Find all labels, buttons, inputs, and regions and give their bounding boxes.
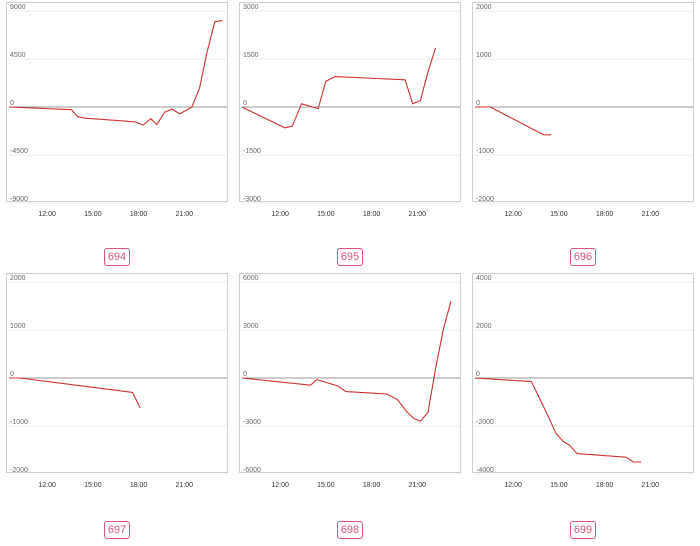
y-tick-label: 4000 bbox=[476, 275, 492, 282]
y-tick-label: 6000 bbox=[243, 275, 259, 282]
y-tick-label: -6000 bbox=[243, 467, 261, 474]
y-tick-label: -1000 bbox=[476, 148, 494, 155]
x-tick-label: 21:00 bbox=[642, 482, 660, 489]
y-tick-label: 2000 bbox=[476, 4, 492, 11]
y-tick-label: -1000 bbox=[10, 419, 28, 426]
series-line bbox=[475, 106, 552, 136]
line-chart-697: 2000 1000 0 -1000 -2000 12:00 15:00 18:00 21:00 bbox=[9, 275, 227, 489]
x-tick-label: 18:00 bbox=[363, 211, 381, 218]
x-tick-label: 21:00 bbox=[642, 211, 660, 218]
y-tick-label: 4500 bbox=[10, 52, 26, 59]
chart-id-badge: 695 bbox=[337, 248, 363, 266]
y-tick-label: 9000 bbox=[10, 4, 26, 11]
x-tick-label: 15:00 bbox=[84, 211, 102, 218]
x-tick-label: 12:00 bbox=[271, 482, 289, 489]
y-tick-label: 1500 bbox=[243, 52, 259, 59]
line-chart-696: 2000 1000 0 -1000 -2000 12:00 15:00 18:00 21:00 bbox=[475, 4, 693, 218]
y-tick-label: 0 bbox=[476, 371, 480, 378]
y-tick-label: -4000 bbox=[476, 467, 494, 474]
y-tick-label: 3000 bbox=[243, 4, 259, 11]
y-tick-label: 1000 bbox=[476, 52, 492, 59]
chart-id-badge: 696 bbox=[570, 248, 596, 266]
series-line bbox=[241, 301, 452, 422]
x-tick-label: 18:00 bbox=[130, 211, 148, 218]
chart-panel-698: 6000 3000 0 -3000 -6000 12:00 15:00 18:00 21:00 bbox=[239, 273, 461, 489]
line-chart-698: 6000 3000 0 -3000 -6000 12:00 15:00 18:00 21:00 bbox=[241, 275, 460, 489]
chart-panel-696: 2000 1000 0 -1000 -2000 12:00 15:00 18:00 21:00 bbox=[472, 2, 694, 218]
y-tick-label: 0 bbox=[10, 100, 14, 107]
chart-id-badge: 694 bbox=[104, 248, 130, 266]
y-tick-label: -1500 bbox=[243, 148, 261, 155]
chart-panel-694: 9000 4500 0 -4500 -9000 12:00 15:00 18:00 21:00 bbox=[6, 2, 228, 218]
x-tick-label: 15:00 bbox=[550, 211, 568, 218]
y-tick-label: 0 bbox=[243, 100, 247, 107]
x-tick-label: 18:00 bbox=[596, 482, 614, 489]
x-tick-label: 12:00 bbox=[38, 482, 56, 489]
x-tick-label: 12:00 bbox=[504, 482, 522, 489]
chart-panel-699: 4000 2000 0 -2000 -4000 12:00 15:00 18:00 21:00 bbox=[472, 273, 694, 489]
y-tick-label: -4500 bbox=[10, 148, 28, 155]
chart-id-badge: 698 bbox=[337, 521, 363, 539]
x-tick-label: 12:00 bbox=[271, 211, 289, 218]
y-tick-label: -3000 bbox=[243, 419, 261, 426]
y-tick-label: 0 bbox=[476, 100, 480, 107]
y-tick-label: 1000 bbox=[10, 323, 26, 330]
y-tick-label: -9000 bbox=[10, 196, 28, 203]
y-tick-label: 2000 bbox=[476, 323, 492, 330]
x-tick-label: 12:00 bbox=[38, 211, 56, 218]
y-tick-label: -2000 bbox=[476, 419, 494, 426]
series-line bbox=[9, 377, 141, 409]
x-tick-label: 21:00 bbox=[409, 211, 427, 218]
x-tick-label: 15:00 bbox=[317, 482, 335, 489]
x-tick-label: 18:00 bbox=[130, 482, 148, 489]
x-tick-label: 12:00 bbox=[504, 211, 522, 218]
x-tick-label: 18:00 bbox=[363, 482, 381, 489]
chart-id-badge: 697 bbox=[104, 521, 130, 539]
series-line bbox=[474, 377, 642, 463]
y-tick-label: 3000 bbox=[243, 323, 259, 330]
x-tick-label: 21:00 bbox=[176, 482, 194, 489]
series-line bbox=[241, 47, 437, 129]
x-tick-label: 21:00 bbox=[409, 482, 427, 489]
x-tick-label: 21:00 bbox=[176, 211, 194, 218]
x-tick-label: 15:00 bbox=[550, 482, 568, 489]
line-chart-695: 3000 1500 0 -1500 -3000 12:00 15:00 18:00 21:00 bbox=[241, 4, 460, 218]
y-tick-label: -2000 bbox=[10, 467, 28, 474]
x-tick-label: 15:00 bbox=[317, 211, 335, 218]
line-chart-694: 9000 4500 0 -4500 -9000 12:00 15:00 18:00 21:00 bbox=[8, 4, 227, 218]
line-chart-699: 4000 2000 0 -2000 -4000 12:00 15:00 18:00 21:00 bbox=[474, 275, 693, 489]
y-tick-label: 0 bbox=[243, 371, 247, 378]
y-tick-label: -3000 bbox=[243, 196, 261, 203]
x-tick-label: 15:00 bbox=[84, 482, 102, 489]
chart-id-badge: 699 bbox=[570, 521, 596, 539]
chart-panel-695: 3000 1500 0 -1500 -3000 12:00 15:00 18:00 21:00 bbox=[239, 2, 461, 218]
y-tick-label: -2000 bbox=[476, 196, 494, 203]
y-tick-label: 0 bbox=[10, 371, 14, 378]
series-line bbox=[8, 20, 223, 126]
y-tick-label: 2000 bbox=[10, 275, 26, 282]
x-tick-label: 18:00 bbox=[596, 211, 614, 218]
chart-panel-697: 2000 1000 0 -1000 -2000 12:00 15:00 18:00 21:00 bbox=[6, 273, 228, 489]
